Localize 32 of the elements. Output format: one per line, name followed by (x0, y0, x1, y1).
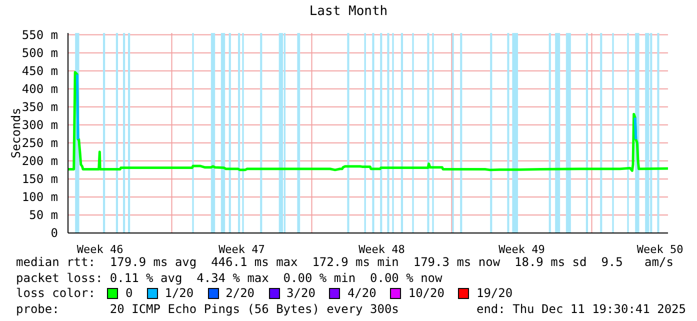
x-tick-label: Week 46 (76, 243, 124, 256)
y-tick-label: 50 m (29, 208, 58, 222)
chart-title: Last Month (308, 4, 389, 19)
y-axis-title: Seconds (9, 108, 23, 158)
y-tick-label: 200 m (22, 154, 58, 168)
line-series (68, 71, 668, 172)
x-tick-label: Week 49 (498, 243, 545, 256)
text: packet loss: 0.11 % avg 4.34 % max 0.00 % min 0.00 % now (16, 270, 444, 286)
y-tick-label: 550 m (22, 28, 58, 42)
text: end: Thu Dec 11 19:30:41 2025 (476, 302, 686, 317)
legend-label: 3/20 (286, 286, 316, 302)
y-tick-label: 300 m (22, 118, 58, 132)
x-tick-label: Week 47 (218, 243, 265, 256)
legend-label: 1/20 (164, 286, 194, 302)
y-tick-label: 250 m (22, 136, 58, 150)
legend-label: 4/20 (347, 286, 376, 302)
legend-label: 2/20 (226, 286, 255, 302)
y-tick-label: 450 m (22, 64, 58, 78)
legend-label: 0 (125, 286, 133, 302)
legend-label: 19/20 (476, 286, 513, 302)
text: probe: 20 ICMP Echo Pings (56 Bytes) every 300s (16, 302, 399, 317)
y-tick-label: 0 (50, 226, 58, 240)
y-tick-label: 350 m (22, 100, 58, 114)
x-tick-label: Week 50 (636, 243, 684, 256)
y-tick-label: 150 m (22, 172, 58, 186)
y-tick-label: 500 m (22, 46, 58, 60)
y-tick-label: 100 m (22, 190, 58, 204)
text: median rtt: 179.9 ms avg 446.1 ms max 172.9 ms min 179.3 ms now 18.9 ms sd 9.5 am/s (16, 255, 674, 270)
legend-label: 10/20 (408, 286, 444, 302)
x-tick-label: Week 48 (358, 243, 405, 256)
legend-title: loss color: (16, 286, 96, 302)
y-tick-label: 400 m (22, 82, 58, 96)
